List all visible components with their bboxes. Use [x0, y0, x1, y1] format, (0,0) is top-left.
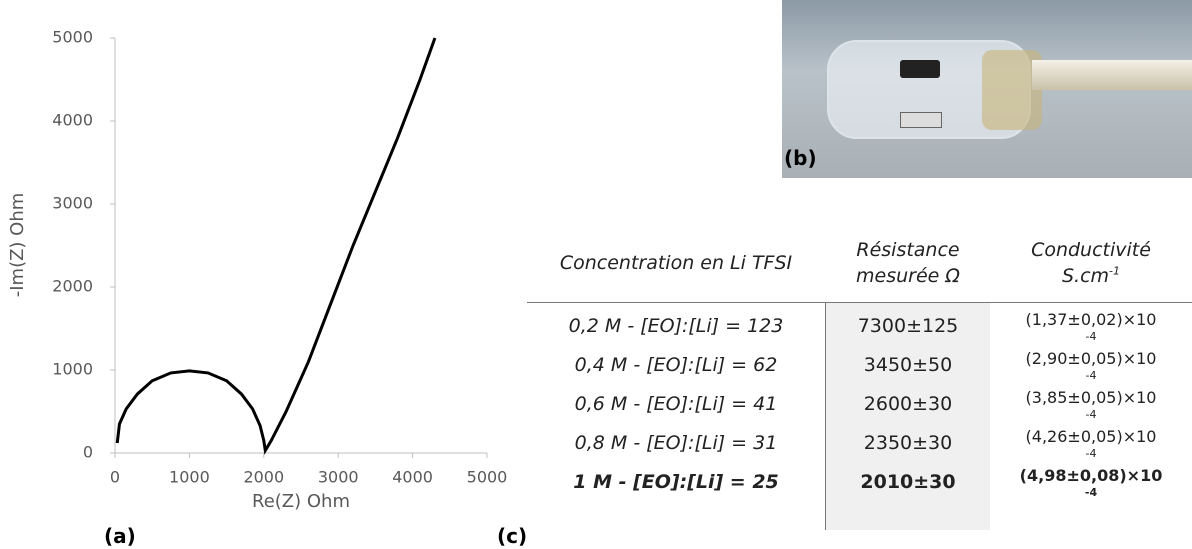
- table-cell: 7300±125: [826, 308, 990, 346]
- table-cell: (3,85±0,05)×10 -4: [990, 386, 1192, 424]
- cell-text: 7300±125: [857, 315, 959, 338]
- x-tick-label: 2000: [243, 468, 284, 487]
- cell-text: Conductivité: [1031, 238, 1151, 261]
- header-cell: Conductivité S.cm-1: [990, 225, 1192, 302]
- x-tick-label: 3000: [318, 468, 359, 487]
- header-rule: [527, 302, 1192, 303]
- exponent: -4: [1085, 408, 1097, 422]
- cell-text: (4,98±0,08)×10: [1019, 465, 1163, 485]
- table-cell: 1 M - [EO]:[Li] = 25: [527, 464, 825, 502]
- data-line: [115, 37, 437, 455]
- exponent: -4: [1085, 330, 1097, 344]
- x-tick-label: 5000: [467, 468, 508, 487]
- cell-line: S.cm-1: [1062, 264, 1120, 290]
- header-cell: Résistance mesurée Ω: [826, 225, 990, 302]
- chart: 0 1000 2000 3000 4000 5000 0 1000 2000 3000 4000 50…: [7, 28, 508, 513]
- cell-text: Concentration en Li TFSI: [559, 251, 793, 274]
- exponent: -1: [1109, 264, 1121, 278]
- panel-label: (c): [497, 524, 528, 548]
- y-axis-label: -Im(Z) Ohm: [7, 193, 28, 298]
- cell-line: Résistance: [856, 238, 959, 264]
- y-tick-label: 2000: [52, 277, 93, 296]
- table-cell: 0,6 M - [EO]:[Li] = 41: [527, 386, 825, 424]
- y-tick-label: 4000: [52, 111, 93, 130]
- cell-line: Concentration en Li TFSI: [560, 251, 792, 277]
- column-shade: [826, 302, 990, 530]
- table-cell: 0,4 M - [EO]:[Li] = 62: [527, 347, 825, 385]
- y-tick-label: 5000: [52, 28, 93, 47]
- y-tick-label: 3000: [52, 194, 93, 213]
- cell-text: S.cm: [1061, 264, 1110, 287]
- header-cell: Concentration en Li TFSI: [527, 225, 825, 302]
- table-cell: 2010±30: [826, 464, 990, 502]
- cell-text: (4,26±0,05)×10: [1025, 426, 1157, 446]
- cell-text: (3,85±0,05)×10: [1025, 387, 1157, 407]
- x-tick-label: 0: [110, 468, 120, 487]
- x-tick-label: 4000: [392, 468, 433, 487]
- exponent: -4: [1084, 486, 1098, 500]
- table-cell: 0,2 M - [EO]:[Li] = 123: [527, 308, 825, 346]
- photo: [782, 0, 1192, 178]
- cell-text: (1,37±0,02)×10: [1025, 309, 1157, 329]
- table-cell: (1,37±0,02)×10 -4: [990, 308, 1192, 346]
- cell-line: Conductivité: [1031, 238, 1151, 264]
- cell-line: mesurée Ω: [856, 264, 960, 290]
- cell-text: Résistance: [856, 238, 960, 261]
- cell-text: 2010±30: [860, 471, 956, 494]
- cell-text: 0,4 M - [EO]:[Li] = 62: [574, 354, 778, 377]
- cell-text: 0,8 M - [EO]:[Li] = 31: [574, 432, 778, 455]
- cell-text: 2350±30: [863, 432, 953, 455]
- exponent: -4: [1085, 369, 1097, 383]
- cell-text: 2600±30: [863, 393, 953, 416]
- x-tick-label: 1000: [169, 468, 210, 487]
- table-cell: (2,90±0,05)×10 -4: [990, 347, 1192, 385]
- cell-text: 0,6 M - [EO]:[Li] = 41: [574, 393, 778, 416]
- x-axis-label: Re(Z) Ohm: [252, 491, 350, 512]
- column-rule: [825, 302, 826, 530]
- cell-text: (2,90±0,05)×10: [1025, 348, 1157, 368]
- panel-label: (a): [104, 524, 136, 548]
- table-cell: (4,98±0,08)×10 -4: [990, 464, 1192, 502]
- table-cell: (4,26±0,05)×10 -4: [990, 425, 1192, 463]
- cell-text: 0,2 M - [EO]:[Li] = 123: [568, 315, 784, 338]
- table-cell: 2600±30: [826, 386, 990, 424]
- cell-text: 1 M - [EO]:[Li] = 25: [573, 471, 779, 494]
- cell-text: mesurée Ω: [856, 264, 960, 287]
- exponent: -4: [1085, 447, 1097, 461]
- table-cell: 2350±30: [826, 425, 990, 463]
- cell-text: 3450±50: [863, 354, 953, 377]
- panel-label: (b): [784, 146, 817, 170]
- y-tick-label: 0: [83, 443, 93, 462]
- table-cell: 0,8 M - [EO]:[Li] = 31: [527, 425, 825, 463]
- y-tick-label: 1000: [52, 360, 93, 379]
- table-cell: 3450±50: [826, 347, 990, 385]
